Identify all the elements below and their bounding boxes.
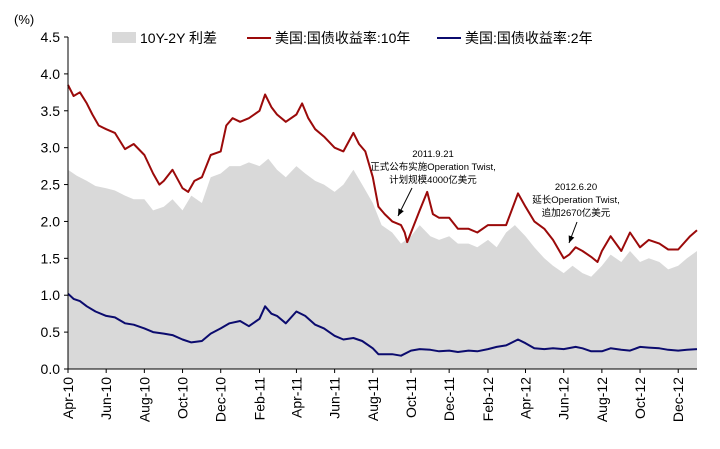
series-line-2y — [67, 292, 698, 357]
series-line-10y — [67, 84, 698, 263]
x-tick-label: Jun-11 — [327, 377, 343, 419]
y-tick-label: 0.0 — [41, 361, 61, 377]
y-tick-label: 0.5 — [41, 324, 61, 340]
annotation-text: 2011.9.21 — [412, 149, 454, 160]
annotation-arrowhead — [398, 208, 404, 216]
y-unit-label: (%) — [14, 12, 34, 27]
y-tick-label: 3.0 — [41, 140, 61, 156]
annotation-text: 延长Operation Twist, — [532, 194, 619, 206]
x-tick-label: Aug-12 — [594, 377, 610, 422]
x-tick-label: Jun-10 — [98, 377, 114, 420]
legend-label: 10Y-2Y 利差 — [140, 30, 217, 46]
x-tick-label: Feb-11 — [252, 377, 268, 421]
x-tick-label: Aug-10 — [136, 377, 152, 422]
y-tick-label: 4.5 — [41, 29, 61, 45]
x-tick-label: Dec-12 — [670, 377, 686, 422]
x-tick-label: Apr-11 — [288, 377, 304, 418]
y-tick-label: 2.5 — [41, 177, 61, 193]
y-tick-label: 2.0 — [41, 213, 61, 229]
x-tick-label: Dec-11 — [441, 377, 457, 421]
x-tick-label: Apr-10 — [60, 377, 76, 419]
x-tick-label: Jun-12 — [556, 377, 572, 420]
legend-label: 美国:国债收益率:10年 — [275, 30, 410, 46]
y-tick-label: 3.5 — [41, 103, 61, 119]
x-tick-label: Apr-12 — [518, 377, 534, 419]
annotation-text: 2012.6.20 — [555, 182, 597, 193]
x-tick-label: Aug-11 — [365, 377, 381, 421]
legend-label: 美国:国债收益率:2年 — [465, 30, 593, 46]
x-tick-label: Oct-12 — [632, 377, 648, 419]
legend-swatch-spread — [112, 32, 136, 43]
y-tick-label: 1.0 — [41, 287, 61, 303]
spread-area — [68, 158, 697, 369]
annotation-text: 追加2670亿美元 — [542, 207, 611, 219]
y-tick-label: 4.0 — [41, 66, 61, 82]
y-tick-label: 1.5 — [41, 250, 61, 266]
x-tick-label: Feb-12 — [480, 377, 496, 422]
legend: 10Y-2Y 利差 美国:国债收益率:10年 美国:国债收益率:2年 — [112, 30, 593, 46]
axes-layer: 0.0 0.5 1.0 1.5 2.0 2.5 3.0 3.5 4.0 4.5 Apr-10 Jun-… — [41, 29, 697, 422]
x-tick-label: Oct-11 — [403, 377, 419, 418]
annotation-arrowhead — [568, 235, 575, 243]
x-tick-label: Oct-10 — [175, 377, 191, 419]
x-tick-label: Dec-10 — [213, 377, 229, 422]
annotation-text: 正式公布实施Operation Twist, — [370, 161, 495, 173]
spread-area-layer — [68, 158, 697, 369]
annotation-text: 计划规模4000亿美元 — [389, 174, 477, 186]
series-lines-layer — [67, 84, 698, 357]
